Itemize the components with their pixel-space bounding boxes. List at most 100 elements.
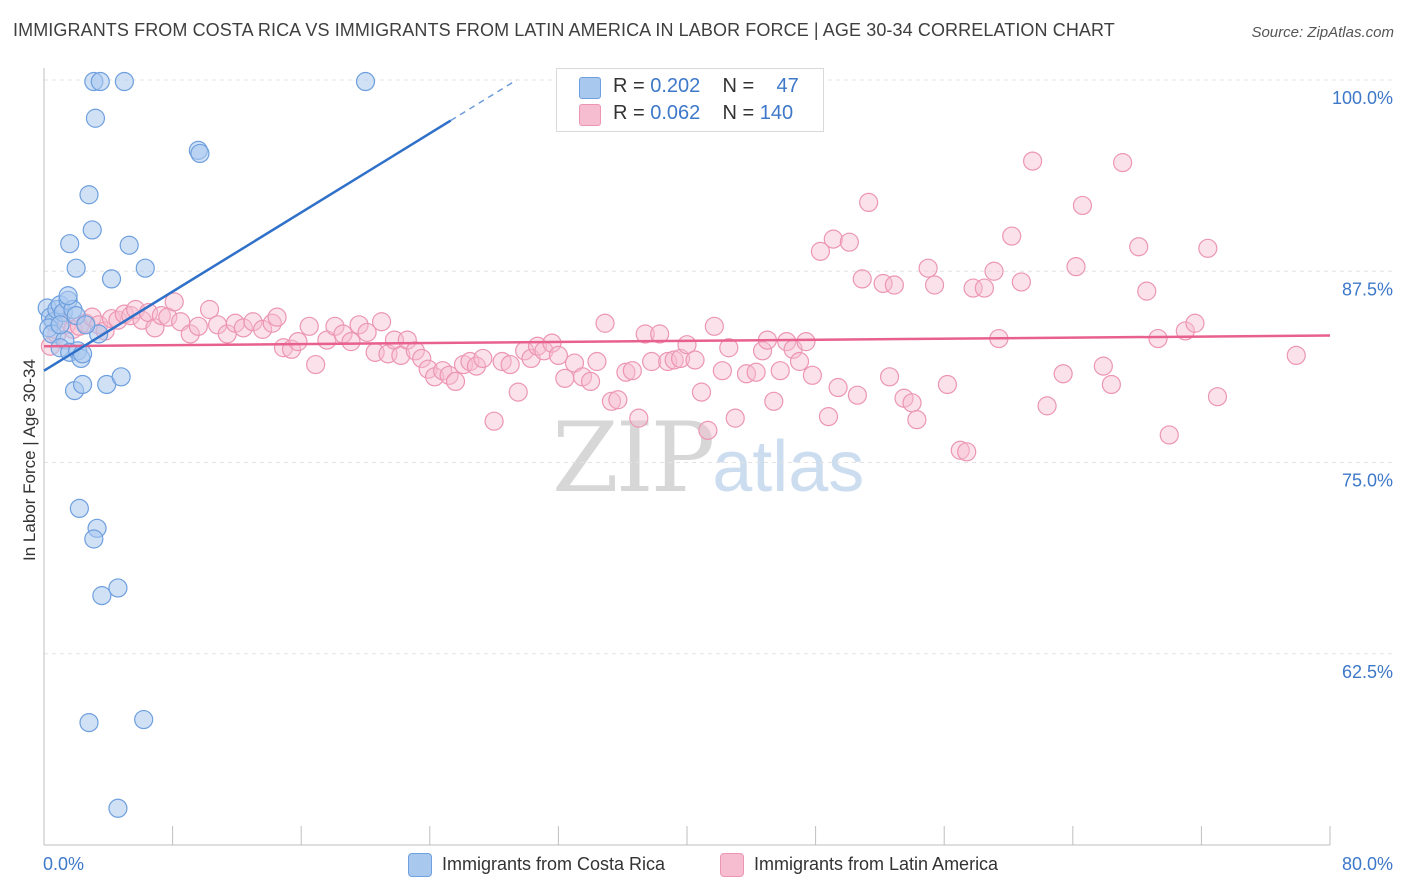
data-point-costa-rica [134,709,154,730]
x-tick-label: 0.0% [43,854,84,874]
data-point-latin-america [233,318,253,338]
data-point-latin-america [253,319,273,339]
data-point-latin-america [164,292,184,312]
data-point-latin-america [859,192,879,212]
data-point-costa-rica [79,712,99,733]
data-point-latin-america [907,410,927,430]
data-point-latin-america [918,258,938,278]
data-point-costa-rica [76,315,96,335]
watermark-atlas: atlas [712,427,865,507]
data-point-latin-america [1101,374,1121,395]
data-point-latin-america [555,368,575,388]
y-axis-label: In Labor Force | Age 30-34 [20,359,39,561]
n-value: 47 [776,75,799,97]
data-point-costa-rica [58,286,78,306]
data-point-latin-america [852,269,872,289]
data-point-costa-rica [355,71,376,92]
data-point-latin-america [642,351,662,372]
data-point-costa-rica [72,374,93,395]
data-point-latin-america [1159,425,1179,445]
source-label: Source: ZipAtlas.com [1251,24,1394,41]
data-point-latin-america [608,390,628,410]
x-tick-label: 80.0% [1342,854,1393,874]
data-point-latin-america [1129,237,1149,257]
data-point-latin-america [412,348,432,369]
chart-title: IMMIGRANTS FROM COSTA RICA VS IMMIGRANTS… [13,20,1115,40]
data-point-latin-america [725,408,745,428]
data-point-latin-america [622,361,642,381]
data-point-latin-america [847,385,867,405]
data-point-latin-america [587,351,607,372]
data-point-costa-rica [66,258,86,278]
y-tick-label: 100.0% [1332,88,1393,108]
data-point-latin-america [1175,321,1195,341]
data-point-latin-america [1185,313,1205,333]
data-point-latin-america [736,364,757,384]
n-value: 140 [759,102,794,124]
data-point-latin-america [1286,345,1306,365]
data-point-latin-america [974,278,994,298]
data-point-latin-america [810,241,831,261]
data-point-latin-america [267,307,287,327]
data-point-latin-america [650,324,670,344]
data-point-costa-rica [92,586,112,606]
data-point-latin-america [508,382,528,402]
data-point-latin-america [963,278,983,298]
data-point-latin-america [1037,396,1057,416]
data-point-latin-america [1011,272,1031,292]
data-point-latin-america [199,299,220,320]
watermark-zip: ZIP [552,402,715,514]
data-point-latin-america [879,367,900,387]
data-point-latin-america [902,393,922,413]
data-point-latin-america [777,332,797,352]
data-point-latin-america [325,316,345,336]
data-point-latin-america [664,350,684,370]
data-point-latin-america [685,350,705,370]
data-point-latin-america [418,359,438,379]
y-tick-label: 75.0% [1342,471,1393,491]
data-point-latin-america [1113,153,1133,173]
y-tick-label: 87.5% [1342,279,1393,299]
legend-label-costa-rica: Immigrants from Costa Rica [442,854,666,874]
y-tick-label: 62.5% [1342,662,1393,682]
data-point-latin-america [1053,364,1073,384]
data-point-latin-america [770,361,790,381]
data-point-latin-america [595,313,615,333]
data-point-latin-america [466,356,487,376]
data-point-latin-america [823,229,843,249]
data-point-latin-america [818,407,839,427]
data-point-latin-america [601,391,622,411]
n-label: N = [722,102,760,124]
data-point-costa-rica [108,578,128,598]
r-label: R = [613,102,651,124]
data-point-latin-america [764,391,784,411]
data-point-latin-america [950,440,970,460]
data-point-costa-rica [90,71,110,92]
data-point-latin-america [101,309,122,329]
data-point-latin-america [746,362,766,382]
data-point-latin-america [752,341,773,361]
data-point-latin-america [1093,356,1113,376]
data-point-latin-america [839,232,859,252]
series-legend: Immigrants from Costa Rica Immigrants fr… [0,852,1406,878]
trendline-costa-rica [43,119,452,372]
trendline-costa-rica-extension [450,79,517,122]
data-point-latin-america [712,361,732,381]
data-point-latin-america [1148,328,1168,349]
data-point-latin-america [629,408,649,428]
stats-legend: R = 0.202 N = 47 R = 0.062 N = 140 [556,68,824,132]
n-label: N = [722,75,760,97]
data-point-latin-america [500,354,520,375]
data-point-latin-america [884,275,904,295]
data-point-costa-rica [82,220,102,240]
data-point-costa-rica [101,269,122,289]
data-point-costa-rica [85,108,106,128]
data-point-latin-america [151,306,171,326]
legend-swatch-pink [720,853,744,877]
data-point-latin-america [635,324,655,344]
data-point-latin-america [1023,151,1043,171]
data-point-latin-america [937,374,958,395]
data-point-costa-rica [135,258,155,278]
blue-swatch [579,77,601,99]
trendline-latin-america [43,334,1331,348]
